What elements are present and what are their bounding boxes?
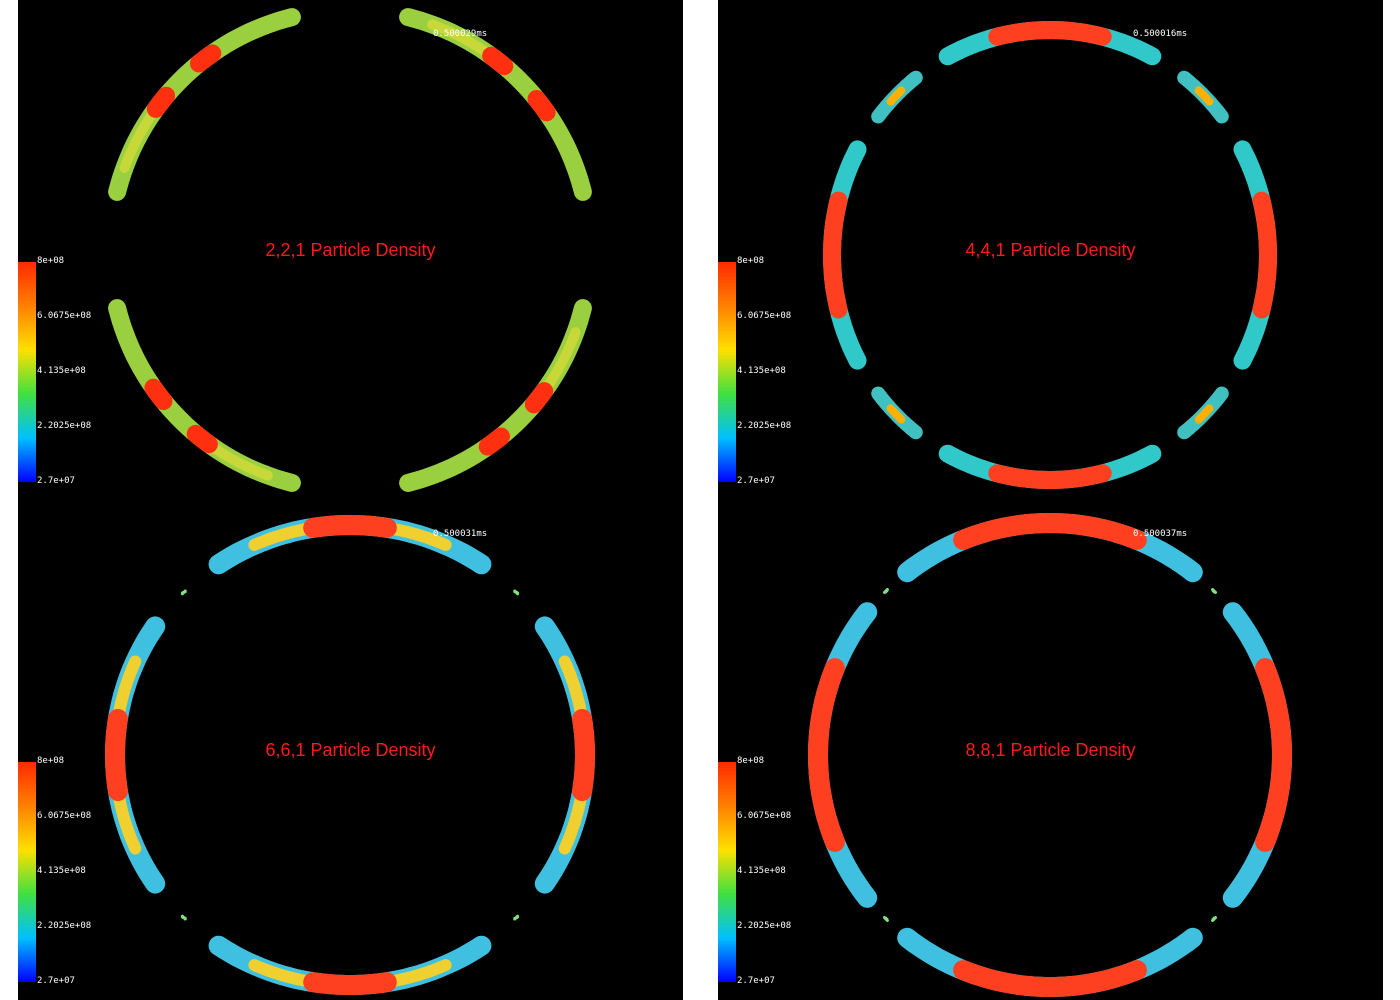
density-band <box>210 444 273 481</box>
density-band <box>1211 588 1217 594</box>
density-band <box>1255 658 1292 852</box>
colorbar-tick-label: 2.2025e+08 <box>737 421 792 431</box>
density-band <box>399 299 592 492</box>
density-band <box>399 8 592 201</box>
colorbar-tick-label: 8e+08 <box>37 756 65 766</box>
colorbar-tick-label: 8e+08 <box>737 256 765 266</box>
density-band <box>883 588 889 594</box>
density-band <box>108 299 301 492</box>
colorbar-tick-label: 2.7e+07 <box>37 976 75 986</box>
colorbar-tick-label: 2.7e+07 <box>737 976 775 986</box>
colorbar-tick-label: 8e+08 <box>37 256 65 266</box>
density-band <box>823 191 848 319</box>
density-band <box>180 914 187 921</box>
density-band <box>427 19 490 56</box>
density-band <box>886 86 906 106</box>
panel-label: 8,8,1 Particle Density <box>965 740 1136 760</box>
density-band <box>953 960 1147 997</box>
density-band <box>108 8 301 201</box>
simulation-panel: 8e+08 6.0675e+08 4.135e+08 2.2025e+08 2.7e+0… <box>18 500 683 1000</box>
density-band <box>544 327 581 390</box>
density-band <box>303 972 397 995</box>
density-band <box>513 914 520 921</box>
colorbar-tick-label: 4.135e+08 <box>737 366 786 376</box>
particle-render <box>108 8 592 492</box>
density-band <box>146 86 176 118</box>
density-band <box>144 378 173 410</box>
density-band <box>513 589 520 596</box>
timestamp: 0.500031ms <box>433 529 488 539</box>
density-band <box>190 44 222 73</box>
density-band <box>572 709 595 801</box>
colorbar-tick-label: 2.2025e+08 <box>737 921 792 931</box>
timestamp: 0.500016ms <box>1133 29 1188 39</box>
simulation-panel: 8e+08 6.0675e+08 4.135e+08 2.2025e+08 2.7e+0… <box>18 0 683 500</box>
particle-render <box>104 514 596 996</box>
density-band <box>988 21 1112 46</box>
density-band <box>988 464 1112 489</box>
simulation-panel: 8e+08 6.0675e+08 4.135e+08 2.2025e+08 2.7e+0… <box>718 0 1383 500</box>
density-band <box>1194 404 1214 424</box>
panel-label: 4,4,1 Particle Density <box>965 240 1136 260</box>
density-band <box>180 589 187 596</box>
colorbar-tick-label: 2.7e+07 <box>37 476 75 486</box>
colorbar <box>18 262 36 482</box>
density-band <box>303 515 397 538</box>
colorbar-tick-label: 4.135e+08 <box>37 866 86 876</box>
colorbar-tick-label: 4.135e+08 <box>37 366 86 376</box>
colorbar <box>718 262 736 482</box>
panel-label: 6,6,1 Particle Density <box>265 740 436 760</box>
density-band <box>808 658 845 852</box>
density-band <box>953 513 1147 550</box>
density-band <box>105 709 128 801</box>
colorbar-tick-label: 6.0675e+08 <box>37 811 92 821</box>
colorbar-tick-label: 6.0675e+08 <box>37 311 92 321</box>
density-band <box>482 46 514 76</box>
simulation-panel: 8e+08 6.0675e+08 4.135e+08 2.2025e+08 2.7e+0… <box>718 500 1383 1000</box>
colorbar-tick-label: 6.0675e+08 <box>737 811 792 821</box>
density-band <box>524 382 554 414</box>
colorbar-tick-label: 8e+08 <box>737 756 765 766</box>
density-band <box>478 427 510 456</box>
colorbar-tick-label: 2.2025e+08 <box>37 421 92 431</box>
density-band <box>1252 191 1277 319</box>
timestamp: 0.500037ms <box>1133 529 1188 539</box>
colorbar-tick-label: 2.2025e+08 <box>37 921 92 931</box>
density-band <box>1211 916 1217 922</box>
density-band <box>886 404 906 424</box>
timestamp: 0.500029ms <box>433 29 488 39</box>
density-band <box>527 90 556 122</box>
colorbar-tick-label: 6.0675e+08 <box>737 311 792 321</box>
density-band <box>1194 86 1214 106</box>
colorbar <box>718 762 736 982</box>
particle-render <box>822 20 1278 490</box>
density-band <box>883 916 889 922</box>
colorbar-tick-label: 4.135e+08 <box>737 866 786 876</box>
panel-label: 2,2,1 Particle Density <box>265 240 436 260</box>
density-band <box>186 424 218 454</box>
density-band <box>119 110 156 173</box>
colorbar-tick-label: 2.7e+07 <box>737 476 775 486</box>
colorbar <box>18 762 36 982</box>
particle-render <box>807 512 1293 998</box>
